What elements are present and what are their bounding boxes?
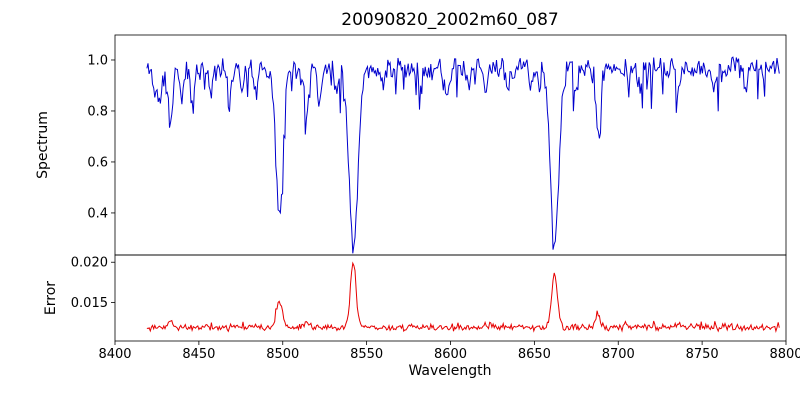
error-line — [146, 261, 780, 334]
x-tick-label: 8650 — [518, 347, 551, 362]
error-y-tick-label: 0.020 — [71, 256, 108, 271]
x-tick-label: 8700 — [602, 347, 635, 362]
error-y-axis-label: Error — [43, 281, 59, 315]
x-tick-label: 8750 — [686, 347, 719, 362]
spectrum-line — [146, 56, 780, 254]
chart-title: 20090820_2002m60_087 — [341, 10, 558, 30]
spectrum-y-tick-label: 0.4 — [87, 206, 108, 221]
x-tick-label: 8500 — [266, 347, 299, 362]
x-tick-label: 8400 — [98, 347, 131, 362]
x-axis-label: Wavelength — [408, 363, 491, 379]
x-tick-label: 8450 — [182, 347, 215, 362]
plot-area: 1.0 0.8 0.6 0.4 0.020 0.015 8400 8450 8500 8550 86… — [71, 34, 800, 362]
spectrum-y-tick-label: 0.8 — [87, 104, 108, 119]
spectrum-y-tick-label: 1.0 — [87, 53, 108, 68]
x-tick-label: 8800 — [769, 347, 800, 362]
spectrum-y-tick-label: 0.6 — [87, 155, 108, 170]
error-y-tick-label: 0.015 — [71, 296, 108, 311]
spectrum-y-axis-label: Spectrum — [35, 111, 51, 179]
x-tick-label: 8550 — [350, 347, 383, 362]
x-tick-label: 8600 — [434, 347, 467, 362]
